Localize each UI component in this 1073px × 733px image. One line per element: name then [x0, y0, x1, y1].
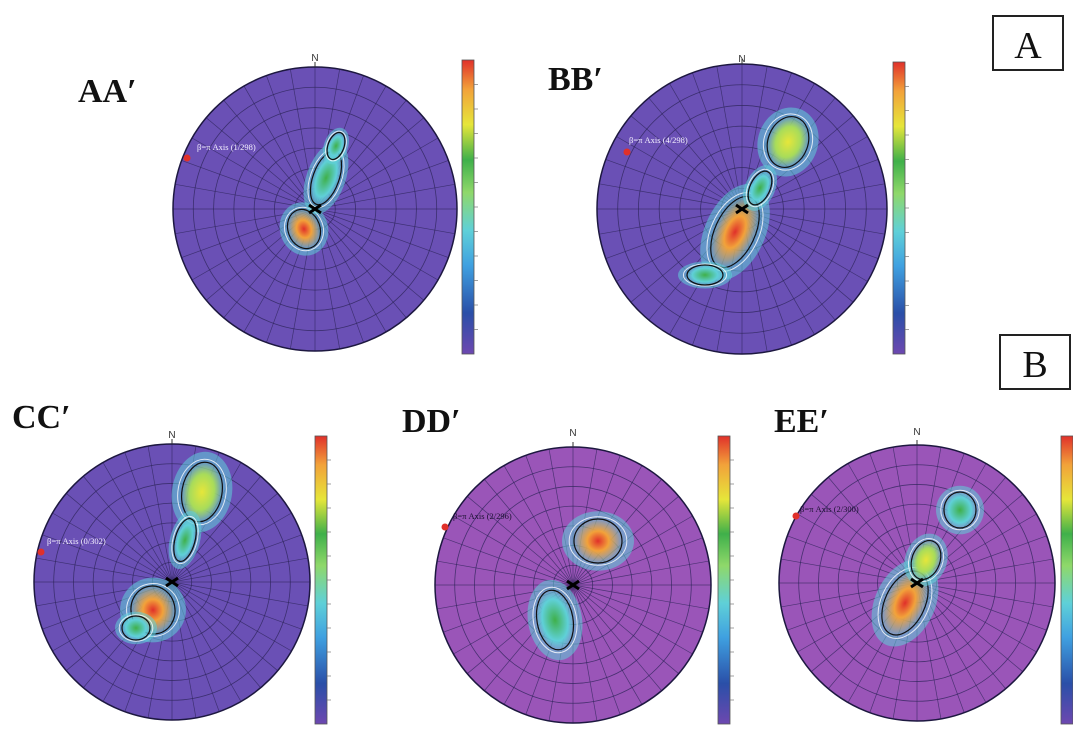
north-label: N — [569, 428, 576, 439]
beta-axis-label: β=π Axis (1/298) — [197, 142, 256, 152]
panel-label-b: B — [999, 334, 1071, 390]
center-marker — [735, 203, 749, 215]
contour-core — [910, 540, 942, 580]
contour-core — [326, 131, 346, 161]
stereonet-ee: Nβ=π Axis (2/300) — [778, 427, 1073, 725]
beta-axis-point — [441, 523, 449, 531]
beta-axis-point — [37, 548, 45, 556]
contour-core — [173, 517, 197, 563]
plot-title-bb: BB′ — [548, 61, 603, 98]
beta-axis-label: β=π Axis (4/298) — [629, 135, 688, 145]
contour-core — [286, 208, 322, 250]
stereonet-cc: Nβ=π Axis (0/302) — [33, 430, 331, 725]
svg-text:B: B — [1022, 344, 1047, 386]
plot-title-dd: DD′ — [402, 403, 461, 440]
colorbar — [717, 435, 731, 725]
contour-core — [766, 116, 810, 168]
center-marker — [910, 577, 924, 589]
beta-axis-point — [183, 154, 191, 162]
north-label: N — [168, 430, 175, 441]
beta-axis-point — [792, 512, 800, 520]
beta-axis-label: β=π Axis (2/296) — [453, 511, 512, 521]
density-contours — [871, 485, 984, 647]
panel-label-a: A — [992, 15, 1064, 71]
center-marker — [566, 579, 580, 591]
plot-title-aa: AA′ — [78, 73, 137, 110]
north-label: N — [311, 53, 318, 64]
stereonet-dd: Nβ=π Axis (2/296) — [434, 428, 734, 725]
beta-axis-label: β=π Axis (2/300) — [800, 504, 859, 514]
stereonet-aa: Nβ=π Axis (1/298) — [172, 53, 478, 355]
contour-core — [535, 589, 575, 651]
colorbar — [1060, 435, 1073, 725]
density-contours — [279, 127, 349, 256]
contour-core — [573, 518, 623, 564]
beta-axis-point — [623, 148, 631, 156]
plot-title-ee: EE′ — [774, 403, 829, 440]
density-contours — [678, 107, 819, 289]
plot-title-cc: CC′ — [12, 399, 71, 436]
north-label: N — [738, 54, 745, 65]
density-contours — [115, 451, 233, 645]
north-label: N — [913, 427, 920, 438]
beta-axis-label: β=π Axis (0/302) — [47, 536, 106, 546]
svg-text:A: A — [1014, 25, 1042, 67]
contour-core — [943, 491, 977, 529]
contour-core — [747, 170, 773, 206]
colorbar — [461, 59, 475, 355]
colorbar — [314, 435, 328, 725]
density-contours — [527, 511, 634, 661]
contour-core — [686, 264, 724, 286]
stereonet-bb: Nβ=π Axis (4/298) — [596, 54, 909, 355]
contour-core — [121, 615, 151, 641]
center-marker — [165, 576, 179, 588]
colorbar — [892, 61, 906, 355]
center-marker — [308, 203, 322, 215]
